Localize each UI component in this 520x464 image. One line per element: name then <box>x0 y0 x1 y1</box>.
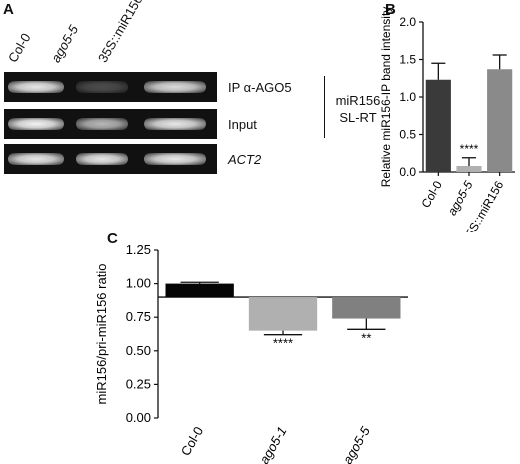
bar <box>487 69 513 172</box>
gel-row-input <box>4 109 217 139</box>
band <box>8 81 64 93</box>
significance-label: **** <box>273 336 293 351</box>
y-tick-label: 1.0 <box>399 90 416 104</box>
group-label-line1: miR156 <box>335 93 381 108</box>
y-tick-label: 1.00 <box>126 276 151 291</box>
bar <box>456 166 482 172</box>
x-tick-label: ago5-1 <box>256 424 289 464</box>
band <box>144 118 206 130</box>
lane-label-35s-mir156: 35S::miR156 <box>95 0 146 65</box>
band <box>76 118 128 130</box>
panel-c-letter: C <box>107 230 118 247</box>
x-tick-label: Col-0 <box>178 424 207 458</box>
row-label-ip: IP α-AGO5 <box>228 80 292 95</box>
band <box>76 81 128 93</box>
y-tick-label: 0.75 <box>126 309 151 324</box>
bar <box>248 297 318 331</box>
group-label-line2: SL-RT <box>339 110 377 125</box>
lane-label-col0: Col-0 <box>5 30 34 65</box>
y-tick-label: 0.5 <box>399 128 416 142</box>
y-tick-label: 0.25 <box>126 376 151 391</box>
significance-label: **** <box>460 142 479 156</box>
bar <box>425 79 451 172</box>
band <box>8 118 64 130</box>
bar <box>332 297 401 319</box>
y-tick-label: 0.50 <box>126 343 151 358</box>
significance-label: ** <box>361 330 371 345</box>
y-tick-label: 0.0 <box>399 165 416 179</box>
y-tick-label: 1.5 <box>399 53 416 67</box>
x-tick-label: Col-0 <box>418 178 445 210</box>
gel-row-ip <box>4 72 217 102</box>
band <box>76 153 128 165</box>
bar <box>165 283 234 298</box>
group-label: miR156 SL-RT <box>330 92 386 126</box>
y-tick-label: 2.0 <box>399 15 416 29</box>
y-tick-label: 0.00 <box>126 410 151 425</box>
y-tick-label: 1.25 <box>126 242 151 257</box>
group-bracket-line <box>324 76 325 138</box>
lane-label-ago5-5: ago5-5 <box>48 22 82 65</box>
x-tick-label: ago5-5 <box>445 178 476 218</box>
x-tick-label: ago5-5 <box>340 423 374 464</box>
gel-row-act2 <box>4 144 217 174</box>
panel-b-letter: B <box>385 1 396 18</box>
row-label-input: Input <box>228 117 257 132</box>
row-label-act2: ACT2 <box>228 152 262 167</box>
band <box>8 153 64 165</box>
chart-c: 0.00 0.25 0.50 0.75 1.00 1.25 miR156/pri-miR15… <box>94 242 408 464</box>
panel-a-letter: A <box>3 1 14 18</box>
band <box>144 81 206 93</box>
y-axis-label: Relative miR156-IP band intensity <box>380 7 393 188</box>
chart-b: 0.0 0.5 1.0 1.5 2.0 Relative miR156-IP band i… <box>380 7 515 232</box>
band <box>144 153 206 165</box>
y-axis-label: miR156/pri-miR156 ratio <box>94 264 109 405</box>
